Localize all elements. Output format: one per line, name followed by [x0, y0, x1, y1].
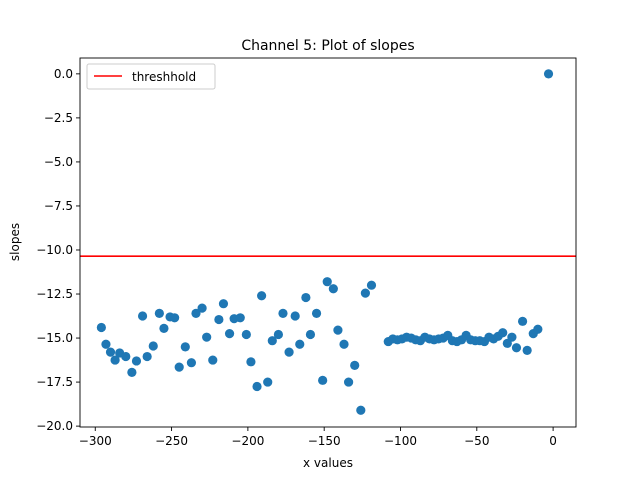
data-point	[257, 291, 267, 301]
data-point	[154, 308, 164, 318]
data-point	[333, 325, 343, 335]
y-tick-label: −2.5	[44, 111, 73, 125]
data-point	[127, 367, 137, 377]
data-point	[263, 377, 273, 387]
chart-title: Channel 5: Plot of slopes	[241, 38, 414, 54]
legend-label: threshhold	[132, 70, 196, 84]
data-point	[322, 277, 332, 287]
data-point	[360, 288, 370, 298]
y-tick-label: −17.5	[36, 375, 73, 389]
data-point	[202, 332, 212, 342]
data-point	[235, 313, 245, 323]
data-point	[105, 347, 116, 357]
data-point	[174, 362, 184, 372]
data-point	[328, 284, 338, 294]
data-point	[295, 339, 305, 349]
y-tick-label: −10.0	[36, 243, 73, 257]
data-point	[301, 292, 311, 303]
y-axis-label: slopes	[8, 223, 22, 261]
data-point	[159, 323, 169, 333]
data-point	[284, 347, 294, 357]
data-point	[241, 329, 251, 340]
data-point	[170, 313, 180, 323]
data-point	[278, 308, 288, 318]
x-tick-label: −200	[231, 434, 264, 448]
data-point	[110, 355, 120, 365]
data-point	[517, 316, 528, 326]
data-point	[305, 329, 316, 340]
data-point	[498, 328, 508, 338]
data-point	[218, 299, 229, 309]
data-point	[246, 357, 256, 367]
data-point	[197, 303, 207, 313]
data-point	[101, 339, 111, 349]
data-point	[366, 280, 377, 290]
data-point	[339, 339, 349, 349]
x-tick-label: −250	[155, 434, 188, 448]
data-point	[533, 324, 543, 334]
data-point	[350, 360, 360, 370]
data-point	[137, 311, 148, 321]
data-point	[214, 314, 224, 325]
data-point	[224, 329, 235, 339]
data-point	[148, 341, 158, 351]
data-point	[121, 351, 131, 362]
x-tick-label: −300	[79, 434, 112, 448]
x-tick-label: −100	[384, 434, 417, 448]
data-point	[131, 356, 142, 366]
y-tick-label: −12.5	[36, 287, 73, 301]
y-tick-label: −20.0	[36, 419, 73, 433]
data-point	[511, 343, 522, 353]
data-point	[186, 358, 197, 368]
data-point	[96, 322, 106, 333]
data-point	[208, 355, 218, 365]
data-point	[318, 375, 328, 385]
axis-ticks: −300 −250 −200 −150 −100 −50 0 0.0 −2.5 −5.0 −7.5 −…	[36, 67, 557, 448]
data-point	[273, 329, 283, 340]
data-point	[356, 405, 366, 415]
data-point	[344, 377, 354, 387]
data-point	[180, 342, 190, 352]
legend: threshhold	[86, 63, 216, 90]
legend-box	[86, 63, 216, 90]
data-points	[96, 69, 554, 415]
x-tick-label: −50	[464, 434, 489, 448]
x-tick-label: 0	[549, 434, 557, 448]
data-point	[267, 336, 277, 346]
data-point	[311, 308, 322, 318]
data-point	[507, 332, 517, 342]
x-axis-label: x values	[303, 456, 353, 470]
data-point	[522, 345, 532, 355]
y-tick-label: −15.0	[36, 331, 73, 345]
x-tick-label: −150	[308, 434, 341, 448]
data-point	[142, 351, 152, 362]
y-tick-label: −5.0	[44, 155, 73, 169]
data-point	[543, 69, 554, 79]
data-point	[290, 311, 300, 321]
y-tick-label: −7.5	[44, 199, 73, 213]
data-point	[191, 308, 201, 318]
y-tick-label: 0.0	[54, 67, 73, 81]
plot-frame	[79, 57, 577, 428]
data-point	[252, 381, 262, 392]
